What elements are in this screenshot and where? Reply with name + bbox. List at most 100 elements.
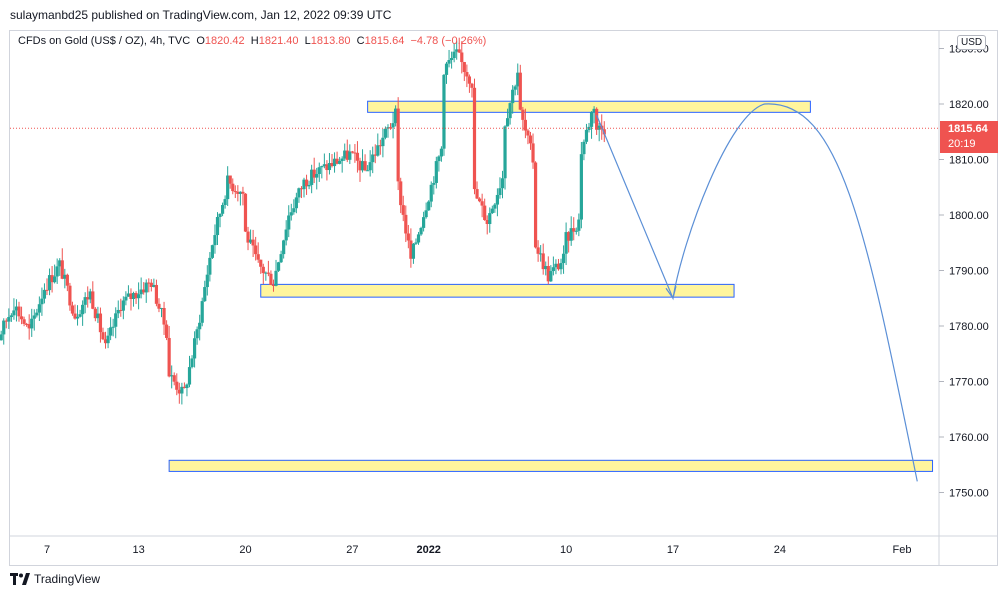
candle-38 (81, 300, 85, 326)
candle-144 (350, 150, 354, 154)
projection-layer[interactable] (596, 103, 918, 482)
candle-198 (488, 207, 492, 233)
candle-130 (315, 167, 319, 190)
candle-body (215, 216, 220, 236)
zone-target (168, 459, 934, 472)
candle-141 (343, 143, 347, 161)
candle-body (376, 145, 380, 156)
candle-54 (121, 296, 125, 320)
candle-body (159, 308, 164, 310)
candle-120 (289, 203, 293, 221)
candle-body (121, 300, 125, 311)
candle-209 (516, 63, 520, 96)
candle-body (353, 152, 357, 154)
candle-149 (363, 154, 367, 172)
candle-85 (200, 297, 204, 327)
candle-69 (159, 307, 164, 318)
y-axis[interactable]: 1830.001820.001810.001800.001790.001780.… (938, 31, 989, 565)
candle-body (103, 339, 108, 344)
candle-22 (40, 287, 44, 316)
candle-10 (9, 313, 13, 322)
candle-193 (475, 181, 479, 200)
candle-body (58, 260, 62, 267)
candle-49 (109, 317, 113, 341)
candle-body (25, 323, 29, 325)
zones-layer[interactable] (168, 100, 934, 472)
candle-body (332, 158, 337, 167)
candle-body (149, 282, 153, 287)
y-tick-label: 1790.00 (949, 266, 989, 278)
candle-body (320, 166, 324, 168)
candle-218 (539, 245, 543, 262)
candle-234 (579, 141, 583, 229)
candle-64 (147, 278, 151, 293)
candle-216 (533, 161, 538, 249)
candle-body (91, 291, 95, 309)
candle-235 (582, 139, 586, 161)
candle-186 (457, 37, 461, 54)
candle-body (399, 181, 403, 206)
candle-223 (551, 256, 555, 276)
candle-131 (317, 162, 321, 182)
candle-166 (406, 224, 410, 249)
candle-body (68, 285, 72, 306)
candle-8 (4, 318, 8, 329)
candle-50 (111, 318, 115, 337)
candle-84 (198, 314, 202, 341)
candle-30 (60, 248, 64, 280)
candle-34 (70, 301, 75, 316)
candle-body (396, 108, 400, 182)
candle-body (7, 317, 11, 322)
candle-168 (411, 242, 416, 264)
candle-135 (327, 153, 332, 175)
candle-61 (139, 277, 143, 299)
candle-196 (483, 198, 487, 221)
candle-body (185, 384, 189, 389)
candle-body (424, 210, 428, 218)
candle-body (350, 151, 354, 153)
currency-badge[interactable]: USD (957, 35, 987, 50)
candle-67 (154, 279, 159, 307)
candle-body (495, 194, 500, 205)
candle-204 (503, 125, 507, 190)
candle-126 (304, 174, 309, 195)
candle-150 (366, 165, 370, 172)
candle-88 (208, 252, 212, 282)
candle-231 (572, 217, 576, 241)
candle-136 (330, 153, 334, 168)
x-tick-label: 27 (346, 544, 358, 556)
candle-70 (162, 301, 166, 335)
x-axis[interactable]: 7 13 20 27 2022 10 17 24 Feb (10, 535, 998, 556)
candle-14 (19, 306, 24, 325)
candle-body (4, 320, 8, 322)
candle-92 (218, 213, 222, 228)
candle-body (19, 316, 24, 320)
candle-body (63, 274, 67, 279)
candle-145 (353, 144, 357, 163)
candle-body (437, 156, 441, 162)
candle-80 (187, 355, 192, 388)
zone-resistance (367, 100, 811, 113)
candle-185 (455, 41, 459, 60)
candle-body (93, 308, 97, 319)
x-tick-label: 24 (774, 544, 786, 556)
candle-147 (358, 157, 362, 182)
candle-body (602, 129, 606, 135)
candle-129 (312, 157, 316, 184)
candle-76 (177, 382, 181, 404)
candle-17 (27, 314, 31, 340)
candle-body (218, 213, 222, 217)
footer-brand[interactable]: TradingView (10, 572, 100, 586)
symbol-legend[interactable]: CFDs on Gold (US$ / OZ), 4h, TVC O1820.4… (18, 35, 486, 47)
candle-139 (338, 156, 342, 165)
candle-39 (83, 292, 87, 314)
candle-body (340, 158, 344, 161)
candle-body (551, 267, 555, 272)
candle-body (312, 169, 316, 178)
candle-body (241, 191, 245, 194)
chart-frame[interactable] (9, 30, 998, 566)
projection-path (596, 103, 918, 482)
candle-body (208, 257, 212, 275)
candle-body (345, 150, 349, 160)
